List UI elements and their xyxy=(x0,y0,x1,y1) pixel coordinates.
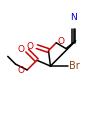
Text: O: O xyxy=(57,37,64,46)
Text: N: N xyxy=(70,13,77,22)
Text: O: O xyxy=(27,42,34,51)
Text: Br: Br xyxy=(69,61,80,71)
Text: O: O xyxy=(17,45,24,54)
Text: O: O xyxy=(17,66,24,75)
